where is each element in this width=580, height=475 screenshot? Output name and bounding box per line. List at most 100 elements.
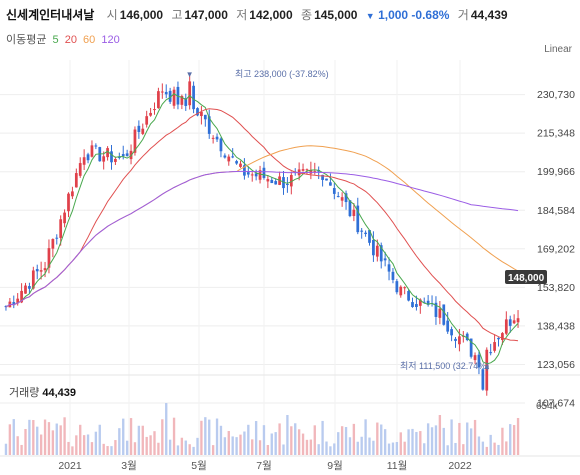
- candle-body: [325, 178, 328, 181]
- volume-bar: [415, 431, 418, 455]
- volume-bar: [340, 426, 344, 455]
- volume-bar: [446, 445, 449, 455]
- candle-body: [215, 136, 219, 140]
- candle-body: [485, 349, 489, 391]
- volume-bar: [466, 422, 469, 455]
- volume-bar: [372, 440, 375, 455]
- x-tick-label: 5월: [191, 460, 207, 472]
- candle-body: [258, 170, 262, 180]
- candle-body: [172, 89, 176, 106]
- x-tick-label: 11월: [387, 460, 408, 472]
- candle-body: [305, 169, 309, 171]
- volume-bars: [4, 403, 520, 455]
- candle-body: [51, 239, 55, 249]
- candle-body: [344, 193, 348, 203]
- candle-body: [286, 184, 289, 186]
- y-tick-label: 199,966: [537, 166, 575, 178]
- volume-bar: [168, 439, 172, 455]
- volume-bar: [157, 442, 160, 455]
- candle-body: [184, 98, 188, 106]
- candle-body: [493, 342, 496, 351]
- volume-bar: [333, 443, 336, 455]
- candle-body: [78, 163, 82, 176]
- candle-body: [145, 116, 149, 125]
- candle-body: [86, 154, 90, 161]
- volume-bar: [305, 439, 309, 455]
- candle-body: [246, 172, 250, 175]
- high-annotation: 최고 238,000 (-37.82%): [235, 69, 329, 79]
- candle-body: [168, 90, 172, 102]
- volume-bar: [368, 437, 371, 455]
- volume-bar: [481, 441, 485, 455]
- moving-average-legend[interactable]: 이동평균 5 20 60 120: [6, 31, 123, 47]
- change-text: 1,000 -0.68%: [378, 8, 450, 22]
- volume-bar: [4, 443, 8, 455]
- volume-bar: [188, 444, 191, 455]
- candle-body: [82, 157, 86, 165]
- volume-bar: [39, 434, 43, 455]
- change-value: ▼ 1,000 -0.68%: [366, 8, 450, 22]
- y-tick-label: 123,056: [537, 359, 575, 371]
- scale-toggle[interactable]: Linear: [544, 44, 572, 55]
- volume-bar: [352, 423, 356, 455]
- volume-bar: [200, 420, 203, 455]
- candle-body: [289, 174, 293, 187]
- candle-body: [102, 156, 106, 162]
- volume-bar: [59, 425, 62, 455]
- x-tick-label: 2022: [448, 460, 472, 472]
- candle-body: [39, 270, 43, 272]
- candle-body: [391, 271, 395, 280]
- candle-body: [415, 304, 418, 307]
- volume-label: 거: [457, 8, 469, 22]
- candle-body: [336, 196, 340, 198]
- candle-body: [450, 329, 453, 336]
- low-annotation: 최저 111,500 (32.74%): [400, 361, 489, 371]
- volume-bar: [215, 418, 219, 455]
- candle-body: [329, 182, 332, 186]
- y-tick-label: 107,674: [537, 398, 575, 410]
- volume-bar: [473, 419, 477, 455]
- candle-body: [508, 319, 512, 326]
- volume-bar: [505, 441, 508, 455]
- candle-body: [90, 145, 94, 157]
- candle-body: [395, 281, 399, 293]
- y-tick-label: 230,730: [537, 89, 575, 101]
- candle-body: [180, 95, 184, 105]
- volume-bar: [262, 425, 266, 455]
- candle-body: [239, 163, 242, 167]
- volume-bar: [133, 442, 137, 455]
- candle-body: [43, 268, 47, 271]
- open-label: 시: [106, 8, 118, 22]
- candle-body: [24, 285, 27, 294]
- candle-body: [28, 286, 31, 289]
- volume-bar: [270, 433, 273, 455]
- volume-bar: [122, 418, 125, 455]
- volume-bar: [176, 445, 180, 455]
- current-price-text: 148,000: [508, 273, 545, 284]
- y-tick-label: 215,348: [537, 128, 575, 140]
- candle-body: [55, 237, 59, 239]
- volume-bar: [282, 444, 285, 455]
- current-price-badge: [505, 270, 547, 284]
- volume-bar: [47, 422, 51, 455]
- high-label: 고: [171, 8, 183, 22]
- volume-bar: [165, 403, 168, 455]
- volume-bar: [344, 427, 348, 455]
- ma-120: 120: [101, 34, 120, 46]
- low-marker-icon: ▲: [483, 362, 491, 371]
- volume-bar: [28, 419, 31, 455]
- volume-panel-label: 거래량: [9, 387, 40, 399]
- candle-body: [196, 108, 199, 116]
- y-tick-label: 153,820: [537, 282, 575, 294]
- candle-body: [426, 300, 430, 305]
- close-value: 145,000: [314, 8, 358, 22]
- volume-bar: [489, 434, 492, 455]
- candle-body: [63, 212, 66, 224]
- volume-bar: [266, 444, 270, 455]
- volume-bar: [243, 431, 246, 455]
- volume-bar: [63, 417, 66, 455]
- high-value: 147,000: [184, 8, 228, 22]
- candle-body: [348, 200, 352, 217]
- volume-bar: [407, 429, 410, 455]
